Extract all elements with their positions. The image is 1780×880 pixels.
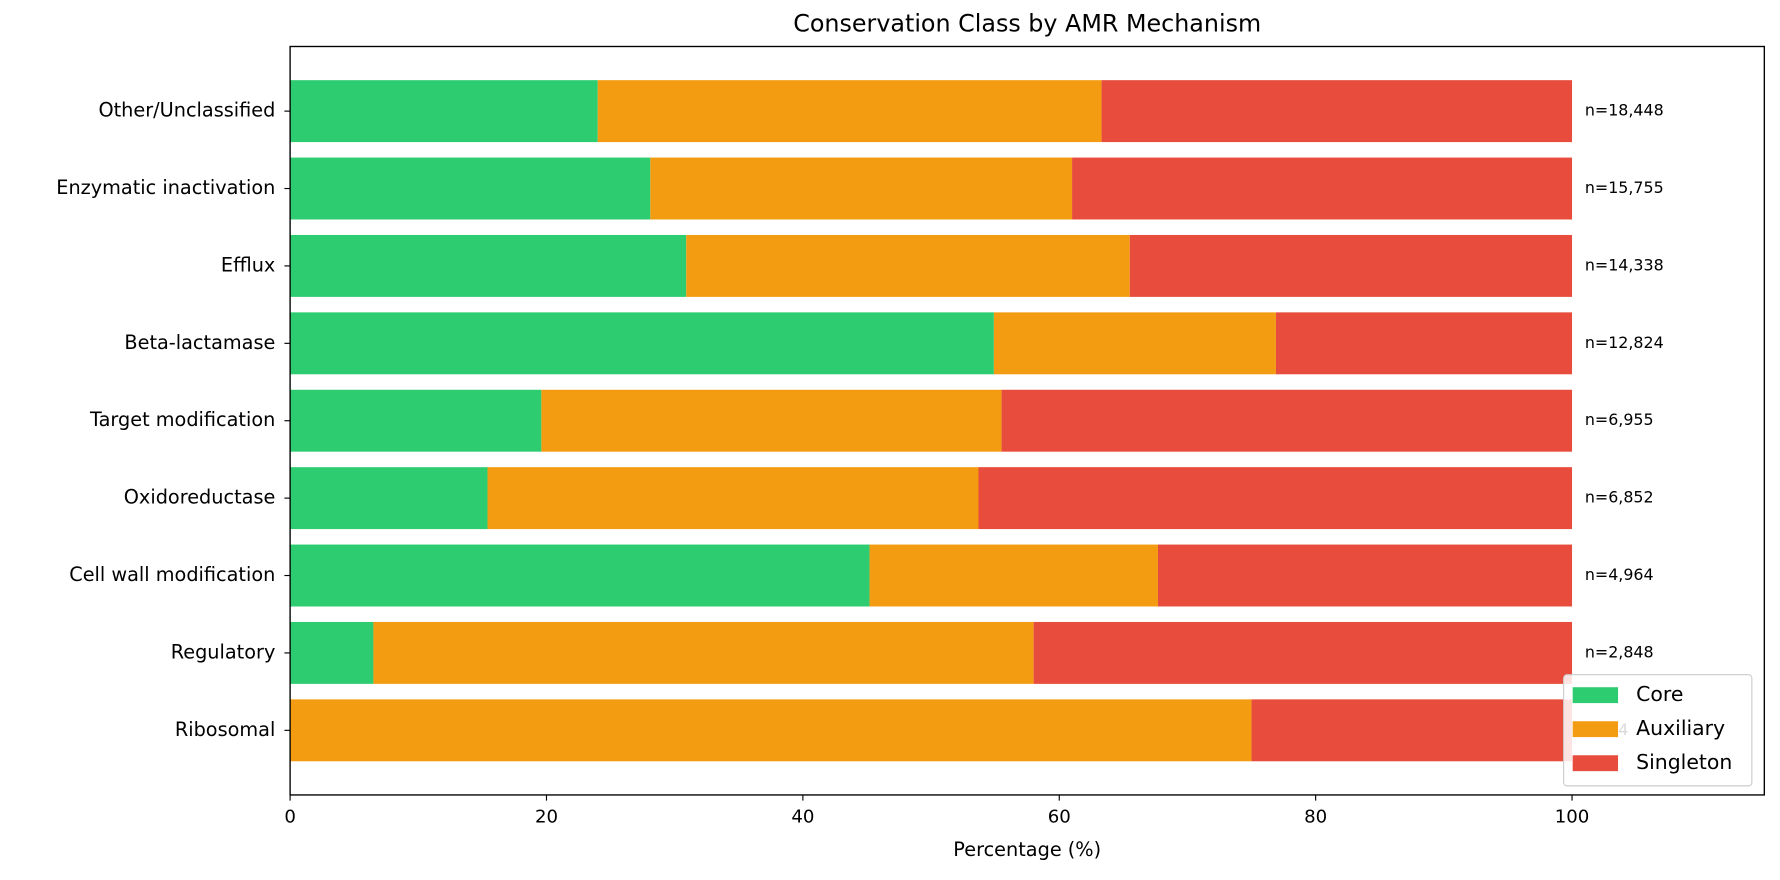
bar-segment	[290, 234, 687, 297]
x-tick-label: 80	[1304, 807, 1327, 828]
plot-frame	[289, 45, 1766, 796]
bar-segment	[541, 389, 1002, 452]
y-tick-label: Ribosomal	[175, 718, 276, 741]
bar-segment	[1101, 80, 1573, 143]
legend-swatch	[1572, 687, 1619, 704]
y-tick-label: Beta-lactamase	[124, 331, 275, 354]
bar-segment	[978, 467, 1573, 530]
bar-segment	[993, 312, 1276, 375]
y-tick-label: Efflux	[221, 253, 275, 276]
x-tick-label: 40	[791, 807, 814, 828]
bar-segment	[487, 467, 979, 530]
bar-segment	[290, 80, 598, 143]
bar-segment	[1157, 544, 1573, 607]
bar-segment	[290, 467, 488, 530]
x-tick-label: 20	[535, 807, 558, 828]
x-tick-label: 60	[1048, 807, 1071, 828]
bar-segment	[869, 544, 1158, 607]
bar-segment	[290, 544, 870, 607]
x-tick-label: 100	[1555, 807, 1590, 828]
legend-label: Core	[1636, 682, 1683, 706]
count-label: n=14,338	[1585, 255, 1664, 274]
legend-swatch	[1572, 755, 1619, 772]
bar-segment	[597, 80, 1102, 143]
bar-segment	[290, 389, 542, 452]
count-label: n=4,964	[1585, 565, 1654, 584]
bar-segment	[1251, 699, 1573, 762]
bar-segment	[650, 157, 1073, 220]
bar-segment	[1072, 157, 1573, 220]
y-tick-label: Oxidoreductase	[124, 486, 276, 509]
legend-label: Auxiliary	[1636, 716, 1725, 740]
bar-segment	[1001, 389, 1573, 452]
bar-segment	[1033, 621, 1573, 684]
bar-segment	[290, 621, 374, 684]
count-label: n=15,755	[1585, 178, 1664, 197]
y-tick-label: Regulatory	[171, 640, 276, 663]
bar-segment	[1129, 234, 1573, 297]
y-tick-label: Other/Unclassified	[98, 99, 275, 122]
bar-segment	[290, 157, 651, 220]
bar-segment	[686, 234, 1130, 297]
count-label: n=2,848	[1585, 642, 1654, 661]
x-axis-label: Percentage (%)	[953, 838, 1101, 861]
y-tick-label: Enzymatic inactivation	[56, 176, 275, 199]
y-tick-label: Cell wall modification	[69, 563, 275, 586]
bar-segment	[373, 621, 1034, 684]
legend: Core Auxiliary Singleton	[1563, 674, 1753, 787]
bar-segment	[290, 699, 1252, 762]
x-tick-label: 0	[284, 807, 296, 828]
count-label: n=6,955	[1585, 410, 1654, 429]
bar-segment	[1275, 312, 1573, 375]
y-tick-label: Target modification	[89, 408, 275, 431]
count-label: n=6,852	[1585, 488, 1654, 507]
bar-segment	[290, 312, 994, 375]
chart-title: Conservation Class by AMR Mechanism	[793, 9, 1261, 37]
count-label: n=18,448	[1585, 101, 1664, 120]
count-label: n=12,824	[1585, 333, 1664, 352]
legend-label: Singleton	[1636, 750, 1732, 774]
legend-swatch	[1572, 721, 1619, 738]
